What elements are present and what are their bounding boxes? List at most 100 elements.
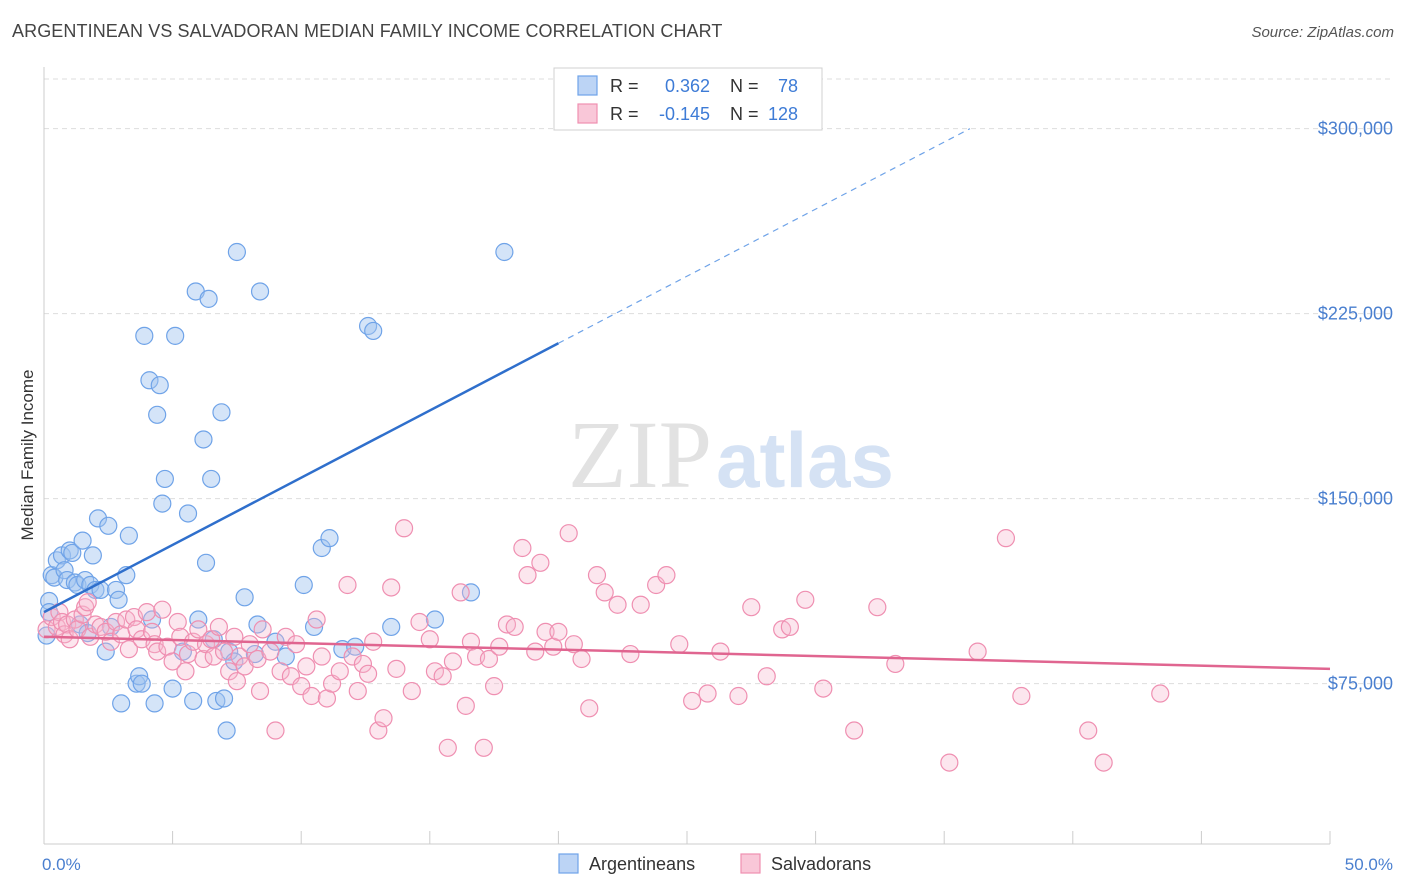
- argentinean-point: [88, 509, 108, 528]
- salvadoran-point: [168, 612, 187, 632]
- salvadoran-point: [451, 583, 470, 602]
- salvadoran-point: [271, 662, 290, 681]
- salvadoran-point: [209, 617, 228, 637]
- salvadoran-point: [729, 686, 748, 706]
- salvadoran-point: [358, 664, 378, 683]
- salvadoran-point: [240, 635, 259, 654]
- argentinean-point: [140, 371, 159, 390]
- salvadoran-point: [549, 622, 568, 641]
- salvadoran-point: [394, 519, 414, 538]
- salvadoran-point: [382, 578, 401, 597]
- argentinean-point: [461, 583, 481, 602]
- argentinean-point: [312, 538, 331, 558]
- salvadoran-point: [1012, 686, 1031, 706]
- salvadoran-point: [886, 654, 905, 674]
- salvadoran-point: [657, 566, 676, 585]
- salvadoran-point: [387, 659, 406, 678]
- salvadoran-point: [474, 738, 493, 757]
- salvadoran-point: [374, 709, 393, 728]
- legend-n-value-1: 78: [778, 76, 798, 96]
- salvadoran-point: [214, 642, 234, 661]
- salvadoran-point: [742, 598, 761, 617]
- legend-top: R = 0.362 N = 78 R = -0.145 N = 128: [553, 67, 823, 131]
- argentinean-point: [135, 326, 154, 345]
- argentinean-point: [47, 551, 66, 570]
- argentinean-point: [101, 617, 120, 637]
- salvadoran-point: [531, 553, 550, 572]
- salvadoran-point: [433, 667, 452, 686]
- argentinean-point: [227, 242, 246, 262]
- salvadoran-point: [757, 667, 776, 686]
- legend-n-label-2: N =: [730, 104, 759, 124]
- salvadoran-point: [443, 652, 463, 671]
- salvadoran-point: [518, 566, 537, 585]
- argentinean-point: [127, 674, 146, 693]
- argentinean-point: [196, 553, 216, 572]
- argentinean-point: [145, 694, 164, 713]
- argentinean-point: [304, 617, 324, 637]
- salvadoran-point: [513, 538, 532, 558]
- salvadoran-point: [297, 657, 316, 676]
- legend-bottom-label-salvadorans: Salvadorans: [771, 854, 871, 874]
- argentinean-point: [202, 469, 221, 489]
- salvadoran-point: [526, 642, 545, 661]
- y-tick-label: $225,000: [1318, 304, 1393, 324]
- argentinean-point: [73, 531, 92, 550]
- salvadoran-point: [364, 632, 383, 651]
- argentinean-point: [166, 326, 185, 345]
- y-tick-label: $150,000: [1318, 489, 1393, 509]
- legend-r-value-2: -0.145: [659, 104, 710, 124]
- salvadoran-point: [621, 644, 640, 664]
- salvadoran-point: [780, 617, 799, 637]
- salvadoran-point: [996, 529, 1016, 548]
- salvadoran-point: [670, 635, 689, 654]
- trend-lines: [43, 128, 1331, 671]
- salvadoran-point: [587, 566, 607, 585]
- salvadoran-point: [261, 642, 280, 661]
- salvadoran-point: [608, 595, 627, 614]
- y-tick-label: $75,000: [1328, 674, 1393, 694]
- source-note: Source: ZipAtlas.com: [1251, 24, 1394, 41]
- argentinean-point: [83, 546, 102, 565]
- salvadoran-point: [176, 662, 195, 681]
- argentinean-point: [109, 590, 128, 609]
- legend-bottom-label-argentineans: Argentineans: [589, 854, 695, 874]
- salvadoran-point: [60, 630, 79, 649]
- salvadoran-point: [312, 647, 331, 666]
- salvadoran-point: [814, 679, 833, 698]
- argentinean-point: [96, 642, 115, 661]
- argentinean-point: [60, 541, 79, 560]
- salvadoran-point: [438, 738, 457, 757]
- salvadoran-point: [420, 630, 439, 649]
- salvadoran-point: [250, 681, 270, 701]
- argentinean-point: [148, 405, 167, 424]
- salvadoran-point: [1094, 753, 1113, 772]
- salvadoran-point: [76, 598, 95, 617]
- trend-line-salvadorans: [43, 635, 1331, 671]
- salvadoran-point: [580, 699, 599, 718]
- argentinean-point: [214, 689, 234, 708]
- argentinean-point: [495, 242, 514, 262]
- argentinean-point: [248, 615, 267, 634]
- salvadoran-point: [940, 753, 959, 772]
- argentinean-point: [199, 289, 218, 308]
- legend-swatch-argentineans: [577, 75, 598, 96]
- salvadoran-point: [595, 583, 614, 602]
- salvadoran-point: [163, 652, 182, 671]
- argentinean-point: [250, 282, 270, 301]
- argentinean-point: [99, 516, 118, 535]
- argentinean-point: [178, 504, 198, 523]
- argentinean-point: [150, 376, 169, 395]
- salvadoran-point: [845, 721, 864, 740]
- argentinean-point: [382, 617, 401, 637]
- argentinean-point: [130, 667, 149, 686]
- salvadoran-point: [711, 642, 730, 661]
- argentinean-point: [153, 494, 172, 513]
- salvadoran-point: [348, 681, 367, 701]
- y-tick-label: $300,000: [1318, 119, 1393, 139]
- argentinean-point: [112, 694, 131, 713]
- watermark-atlas: atlas: [716, 416, 894, 504]
- salvadoran-point: [490, 637, 509, 656]
- argentinean-point: [320, 529, 339, 548]
